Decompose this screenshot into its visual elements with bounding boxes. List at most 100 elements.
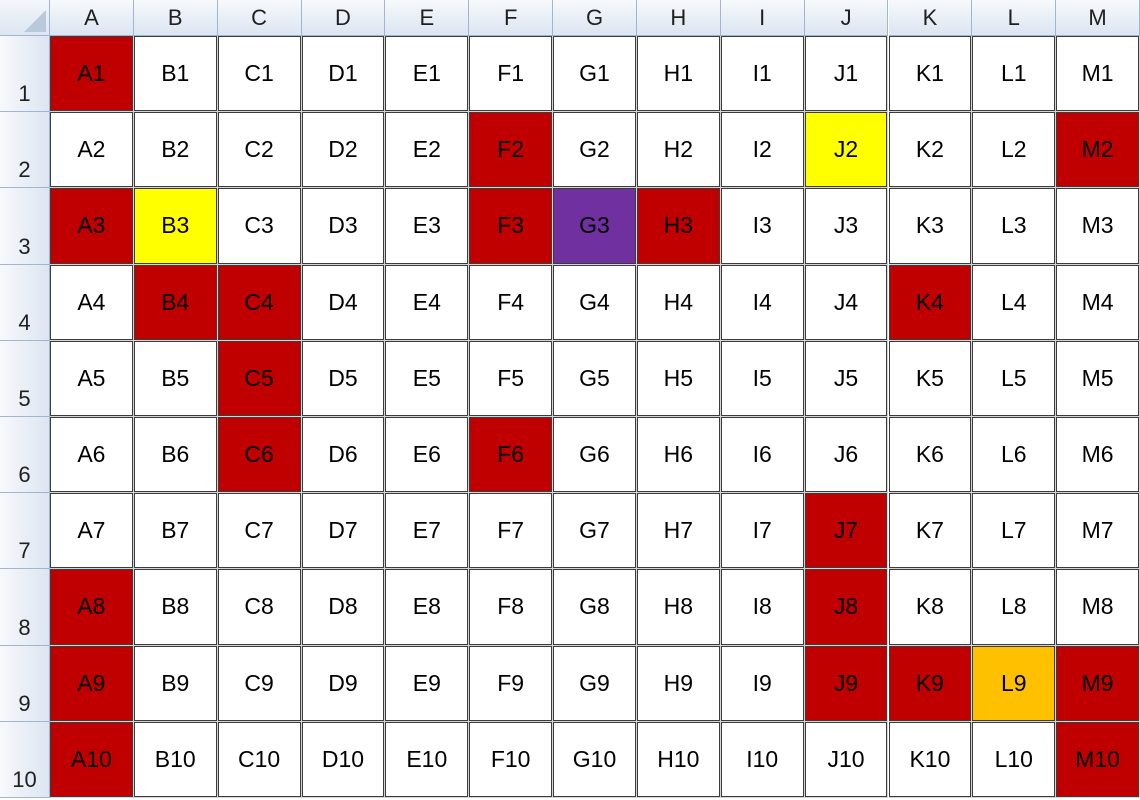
cell-b8[interactable]: B8 [133, 569, 218, 646]
cell-f3[interactable]: F3 [469, 188, 554, 265]
cell-i1[interactable]: I1 [720, 36, 805, 113]
cell-b3[interactable]: B3 [133, 188, 218, 265]
cell-g4[interactable]: G4 [553, 264, 637, 341]
row-header-10[interactable]: 10 [0, 721, 50, 798]
cell-g3[interactable]: G3 [553, 188, 637, 265]
cell-l3[interactable]: L3 [972, 188, 1057, 265]
cell-j8[interactable]: J8 [804, 569, 889, 646]
cell-j3[interactable]: J3 [804, 188, 889, 265]
cell-e4[interactable]: E4 [385, 264, 470, 341]
cell-i5[interactable]: I5 [720, 340, 805, 417]
cell-m1[interactable]: M1 [1056, 36, 1140, 113]
cell-h4[interactable]: H4 [636, 264, 721, 341]
cell-h10[interactable]: H10 [636, 721, 721, 798]
column-header-e[interactable]: E [385, 0, 470, 36]
cell-h8[interactable]: H8 [636, 569, 721, 646]
cell-d4[interactable]: D4 [301, 264, 386, 341]
cell-b1[interactable]: B1 [133, 36, 218, 113]
cell-m7[interactable]: M7 [1056, 493, 1140, 570]
select-all-button[interactable] [0, 0, 50, 36]
cell-l4[interactable]: L4 [972, 264, 1057, 341]
cell-b5[interactable]: B5 [133, 340, 218, 417]
row-header-3[interactable]: 3 [0, 188, 50, 265]
cell-m5[interactable]: M5 [1056, 340, 1140, 417]
cell-h9[interactable]: H9 [636, 645, 721, 722]
row-header-9[interactable]: 9 [0, 645, 50, 722]
cell-m2[interactable]: M2 [1056, 112, 1140, 189]
cell-g6[interactable]: G6 [553, 417, 637, 494]
cell-h6[interactable]: H6 [636, 417, 721, 494]
cell-g7[interactable]: G7 [553, 493, 637, 570]
cell-b10[interactable]: B10 [133, 721, 218, 798]
cell-j7[interactable]: J7 [804, 493, 889, 570]
cell-f10[interactable]: F10 [469, 721, 554, 798]
cell-c3[interactable]: C3 [217, 188, 302, 265]
cell-d3[interactable]: D3 [301, 188, 386, 265]
row-header-4[interactable]: 4 [0, 264, 50, 341]
cell-c8[interactable]: C8 [217, 569, 302, 646]
cell-k1[interactable]: K1 [888, 36, 973, 113]
cell-c4[interactable]: C4 [217, 264, 302, 341]
column-header-m[interactable]: M [1056, 0, 1140, 36]
cell-g1[interactable]: G1 [553, 36, 637, 113]
cell-k4[interactable]: K4 [888, 264, 973, 341]
row-header-7[interactable]: 7 [0, 493, 50, 570]
cell-g5[interactable]: G5 [553, 340, 637, 417]
column-header-g[interactable]: G [553, 0, 637, 36]
row-header-8[interactable]: 8 [0, 569, 50, 646]
cell-f4[interactable]: F4 [469, 264, 554, 341]
cell-i6[interactable]: I6 [720, 417, 805, 494]
row-header-6[interactable]: 6 [0, 417, 50, 494]
column-header-i[interactable]: I [720, 0, 805, 36]
cell-i7[interactable]: I7 [720, 493, 805, 570]
cell-a5[interactable]: A5 [50, 340, 134, 417]
column-header-h[interactable]: H [636, 0, 721, 36]
cell-k5[interactable]: K5 [888, 340, 973, 417]
cell-g8[interactable]: G8 [553, 569, 637, 646]
cell-d6[interactable]: D6 [301, 417, 386, 494]
cell-b6[interactable]: B6 [133, 417, 218, 494]
cell-f2[interactable]: F2 [469, 112, 554, 189]
cell-d9[interactable]: D9 [301, 645, 386, 722]
cell-e5[interactable]: E5 [385, 340, 470, 417]
cell-g10[interactable]: G10 [553, 721, 637, 798]
column-header-f[interactable]: F [469, 0, 554, 36]
cell-h3[interactable]: H3 [636, 188, 721, 265]
cell-f9[interactable]: F9 [469, 645, 554, 722]
cell-j2[interactable]: J2 [804, 112, 889, 189]
cell-m4[interactable]: M4 [1056, 264, 1140, 341]
column-header-k[interactable]: K [888, 0, 973, 36]
cell-j5[interactable]: J5 [804, 340, 889, 417]
cell-e8[interactable]: E8 [385, 569, 470, 646]
column-header-d[interactable]: D [301, 0, 386, 36]
cell-c7[interactable]: C7 [217, 493, 302, 570]
cell-l6[interactable]: L6 [972, 417, 1057, 494]
cell-i4[interactable]: I4 [720, 264, 805, 341]
cell-a3[interactable]: A3 [50, 188, 134, 265]
cell-d1[interactable]: D1 [301, 36, 386, 113]
cell-j10[interactable]: J10 [804, 721, 889, 798]
cell-d2[interactable]: D2 [301, 112, 386, 189]
cell-k9[interactable]: K9 [888, 645, 973, 722]
cell-f8[interactable]: F8 [469, 569, 554, 646]
cell-i8[interactable]: I8 [720, 569, 805, 646]
cell-c9[interactable]: C9 [217, 645, 302, 722]
cell-e3[interactable]: E3 [385, 188, 470, 265]
cell-m3[interactable]: M3 [1056, 188, 1140, 265]
cell-m9[interactable]: M9 [1056, 645, 1140, 722]
cell-c6[interactable]: C6 [217, 417, 302, 494]
cell-i10[interactable]: I10 [720, 721, 805, 798]
column-header-c[interactable]: C [217, 0, 302, 36]
column-header-a[interactable]: A [50, 0, 134, 36]
cell-a4[interactable]: A4 [50, 264, 134, 341]
cell-j4[interactable]: J4 [804, 264, 889, 341]
cell-k10[interactable]: K10 [888, 721, 973, 798]
cell-b9[interactable]: B9 [133, 645, 218, 722]
cell-e9[interactable]: E9 [385, 645, 470, 722]
cell-e6[interactable]: E6 [385, 417, 470, 494]
column-header-j[interactable]: J [804, 0, 889, 36]
cell-j6[interactable]: J6 [804, 417, 889, 494]
row-header-5[interactable]: 5 [0, 340, 50, 417]
cell-k6[interactable]: K6 [888, 417, 973, 494]
cell-d7[interactable]: D7 [301, 493, 386, 570]
